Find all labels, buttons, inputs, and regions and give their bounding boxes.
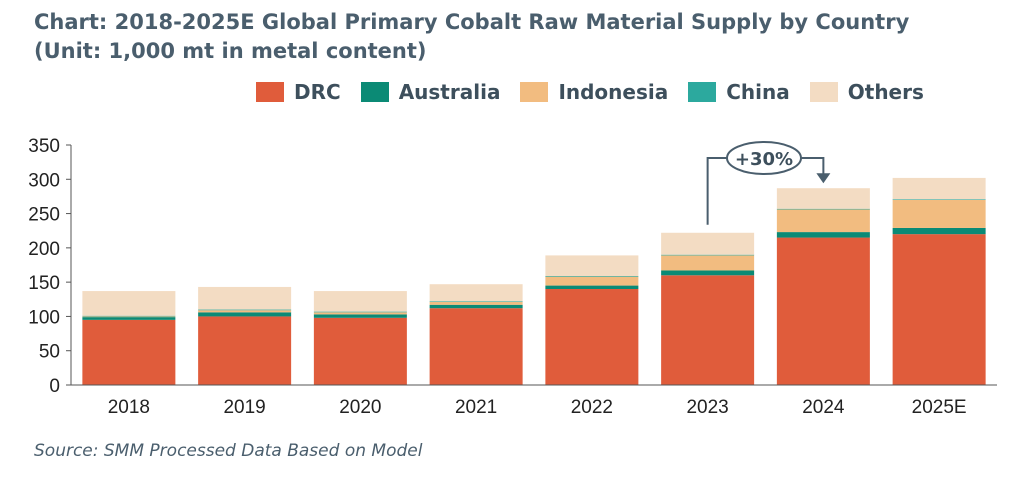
y-tick-label-150: 150 [28,273,60,294]
source-note: Source: SMM Processed Data Based on Mode… [34,441,423,461]
bar-australia-2023 [661,270,755,276]
bar-indonesia-2021 [429,302,523,305]
x-tick-label-2025e: 2025E [912,397,967,418]
bar-indonesia-2022 [545,276,639,286]
bar-china-2018 [82,315,176,317]
bar-australia-2022 [545,285,639,289]
bar-australia-2024 [776,232,870,238]
x-tick-label-2019: 2019 [223,397,265,418]
bar-drc-2023 [661,275,755,385]
legend-item-others: Others [809,80,924,104]
y-tick-label-300: 300 [28,170,60,191]
bar-australia-2018 [82,317,176,320]
annotation-label: +30% [735,149,793,170]
chart-title-line1: Chart: 2018-2025E Global Primary Cobalt … [34,10,910,34]
bar-others-2018 [82,291,176,316]
bar-indonesia-2020 [313,312,407,315]
bar-indonesia-2023 [661,255,755,271]
x-tick-label-2024: 2024 [802,397,845,418]
bar-indonesia-2024 [776,209,870,233]
legend-swatch-australia [360,82,389,102]
bar-others-2023 [661,232,755,255]
legend: DRC Australia Indonesia China Others [256,80,944,104]
legend-swatch-china [688,82,717,102]
legend-label-drc: DRC [294,80,341,104]
bar-drc-2025e [892,234,986,385]
bar-australia-2025e [892,227,986,235]
bar-indonesia-2025e [892,199,986,228]
legend-label-australia: Australia [398,80,501,104]
bar-australia-2021 [429,304,523,309]
x-tick-label-2021: 2021 [455,397,497,418]
bar-others-2020 [313,291,407,312]
legend-label-china: China [726,80,790,104]
bar-china-2023 [661,254,755,256]
y-tick-label-200: 200 [28,239,60,260]
legend-label-indonesia: Indonesia [558,80,669,104]
bar-china-2019 [198,309,292,311]
bar-drc-2018 [82,319,176,385]
bar-others-2021 [429,284,523,302]
bar-indonesia-2019 [198,310,292,313]
bar-others-2024 [776,188,870,209]
bar-china-2025e [892,199,986,200]
legend-swatch-others [809,82,838,102]
y-tick-label-100: 100 [28,307,60,328]
bar-china-2020 [313,311,407,313]
bar-china-2022 [545,275,639,277]
x-tick-label-2018: 2018 [108,397,150,418]
bar-china-2021 [429,301,523,303]
y-tick-label-250: 250 [28,205,60,226]
y-tick-label-0: 0 [49,376,60,397]
x-tick-label-2023: 2023 [686,397,728,418]
bar-indonesia-2018 [82,316,176,318]
bar-others-2025e [892,177,986,200]
legend-item-drc: DRC [256,80,341,104]
chart-title: Chart: 2018-2025E Global Primary Cobalt … [34,8,909,66]
bar-drc-2024 [776,237,870,385]
bar-australia-2020 [313,314,407,318]
bar-drc-2022 [545,289,639,385]
legend-item-indonesia: Indonesia [520,80,668,104]
legend-label-others: Others [847,80,924,104]
bar-drc-2020 [313,317,407,385]
legend-swatch-drc [256,82,284,102]
y-tick-label-350: 350 [28,136,60,157]
annotation-bubble [726,141,802,175]
annotation-line-right [801,157,825,176]
chart-title-line2: (Unit: 1,000 mt in metal content) [34,39,427,63]
legend-swatch-indonesia [520,82,549,102]
bar-others-2019 [198,286,292,310]
bar-others-2022 [545,255,639,276]
legend-item-china: China [688,80,790,104]
y-tick-label-50: 50 [39,342,60,363]
bar-drc-2021 [429,308,523,385]
annotation-line-left [706,157,727,225]
x-tick-label-2020: 2020 [339,397,381,418]
x-tick-label-2022: 2022 [571,397,613,418]
bar-china-2024 [776,208,870,210]
legend-item-australia: Australia [360,80,501,104]
bar-drc-2019 [198,316,292,385]
bar-australia-2019 [198,312,292,317]
annotation-arrowhead [816,173,831,184]
